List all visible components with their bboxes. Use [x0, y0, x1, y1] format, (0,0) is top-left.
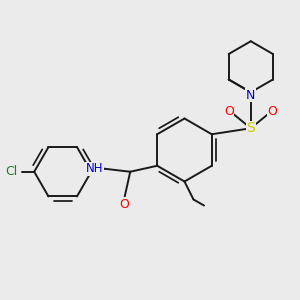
Text: O: O	[268, 105, 278, 118]
Text: O: O	[224, 105, 234, 118]
Text: Cl: Cl	[5, 165, 18, 178]
Text: S: S	[246, 121, 255, 135]
Text: N: N	[246, 89, 256, 102]
Text: NH: NH	[86, 162, 103, 175]
Text: O: O	[119, 198, 129, 211]
